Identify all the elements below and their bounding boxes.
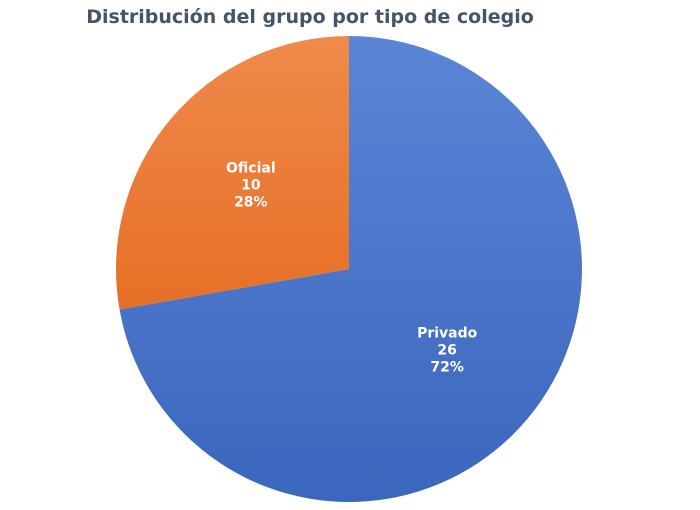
pie-slice-privado [119,36,583,502]
slice-label-value-privado: 26 [437,342,456,358]
chart-title: Distribución del grupo por tipo de coleg… [86,6,534,28]
slice-label-percent-oficial: 28% [234,195,268,211]
slice-label-value-oficial: 10 [241,178,261,194]
slice-label-name-oficial: Oficial [226,161,276,177]
slice-label-percent-privado: 72% [430,359,464,375]
pie-slice-oficial [116,36,349,310]
slice-label-name-privado: Privado [417,325,478,341]
